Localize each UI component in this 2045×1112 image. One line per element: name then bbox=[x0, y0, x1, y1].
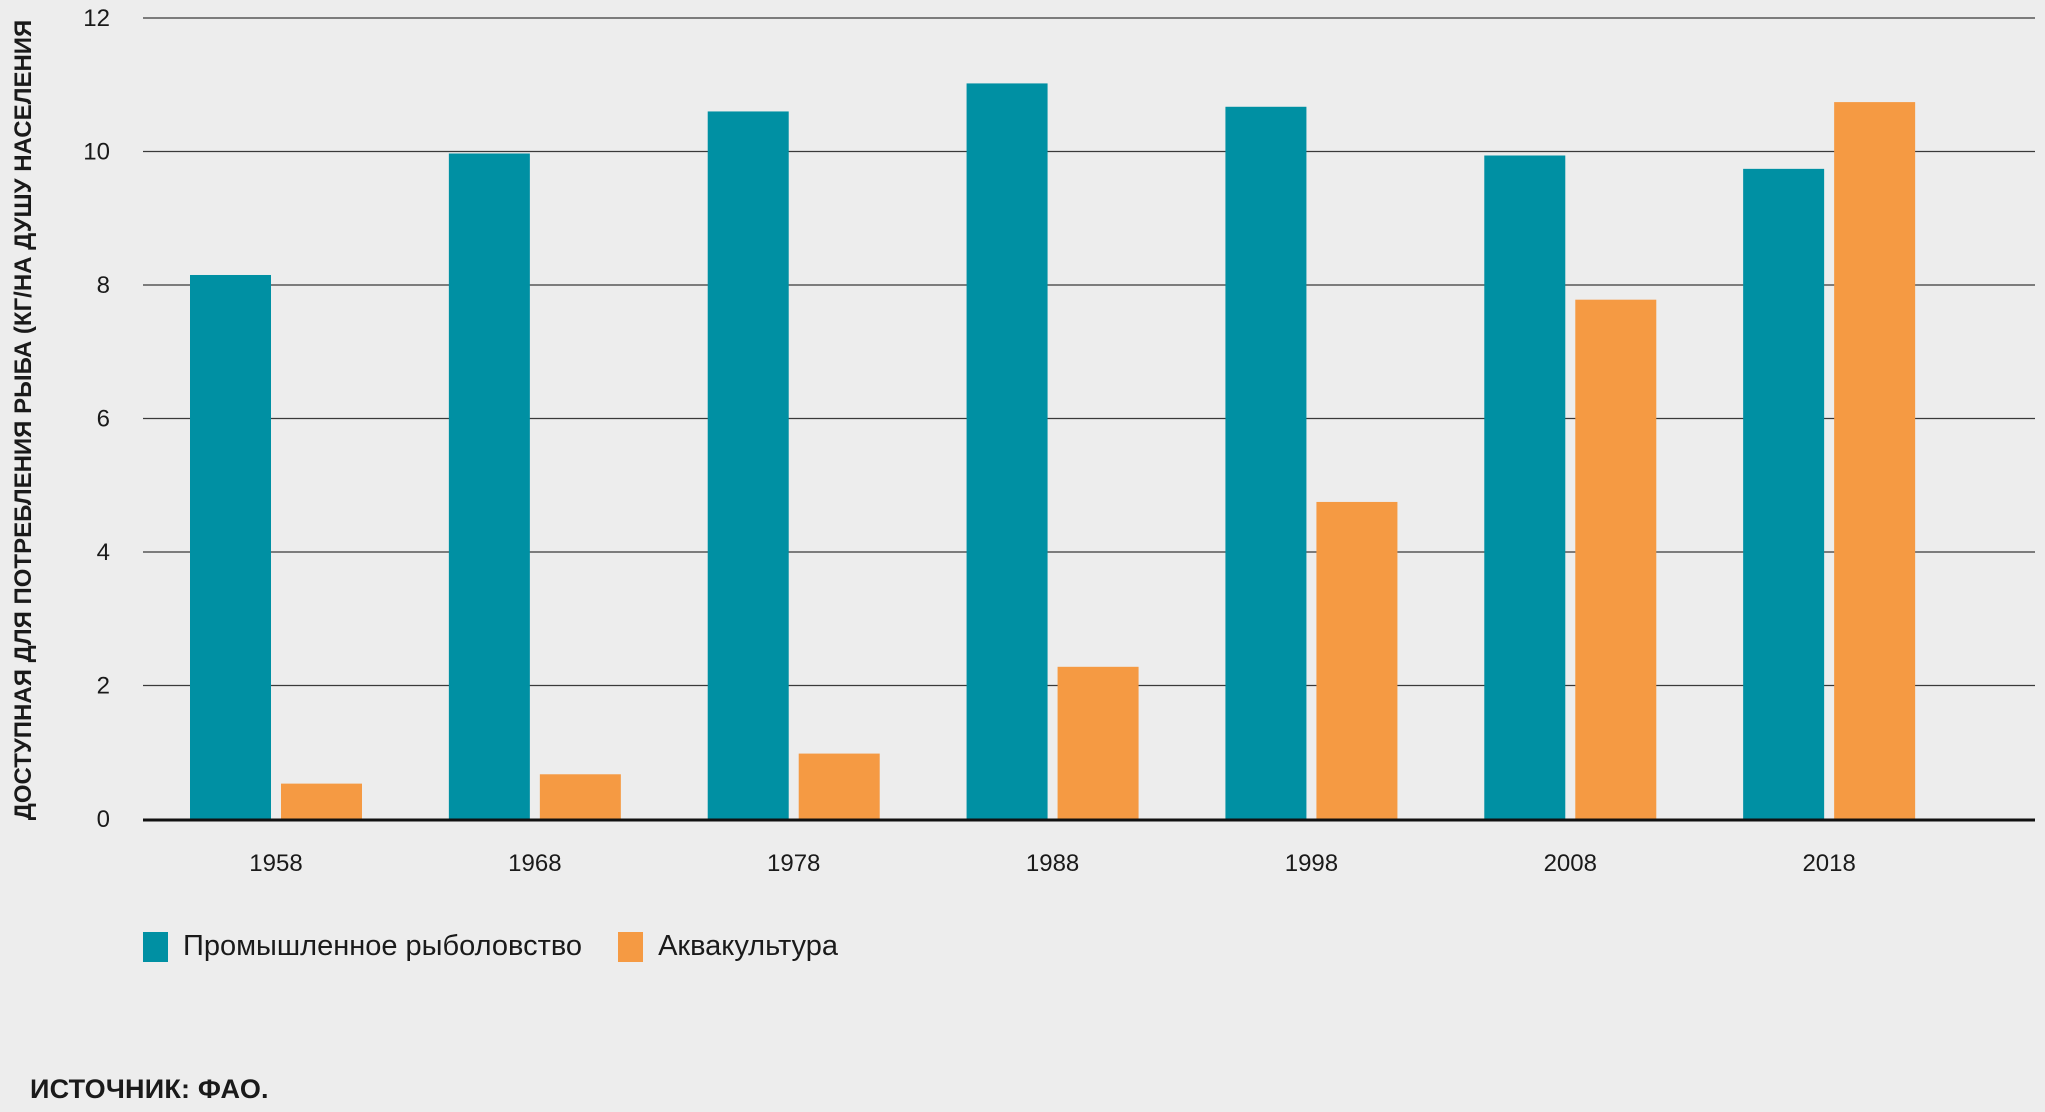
y-axis-label: ДОСТУПНАЯ ДЛЯ ПОТРЕБЛЕНИЯ РЫБА (КГ/НА ДУ… bbox=[10, 20, 37, 821]
x-tick-label-1968: 1968 bbox=[508, 850, 561, 877]
x-tick-label-1978: 1978 bbox=[767, 850, 820, 877]
bar-fishing-1998 bbox=[1225, 106, 1307, 820]
y-tick-label-2: 2 bbox=[97, 673, 110, 700]
legend-label-fishing: Промышленное рыболовство bbox=[183, 930, 583, 962]
bar-fishing-1988 bbox=[966, 83, 1048, 820]
y-tick-label-10: 10 bbox=[83, 139, 110, 166]
bar-fishing-2008 bbox=[1484, 155, 1566, 819]
y-tick-label-6: 6 bbox=[97, 406, 110, 433]
legend-swatch-aquaculture bbox=[618, 931, 644, 962]
bar-fishing-1978 bbox=[707, 111, 789, 819]
legend: Промышленное рыболовство Аквакультура bbox=[143, 930, 874, 963]
bar-fishing-2018 bbox=[1743, 168, 1825, 820]
bar-aquaculture-1998 bbox=[1316, 501, 1398, 819]
bar-fishing-1968 bbox=[448, 153, 530, 819]
y-tick-label-12: 12 bbox=[83, 5, 110, 32]
bar-aquaculture-1958 bbox=[281, 783, 362, 819]
bar-aquaculture-2018 bbox=[1834, 102, 1916, 820]
bars bbox=[190, 83, 1916, 820]
bar-aquaculture-1968 bbox=[539, 774, 621, 819]
x-tick-label-1988: 1988 bbox=[1026, 850, 1079, 877]
legend-item-fishing: Промышленное рыболовство bbox=[143, 930, 582, 963]
legend-label-aquaculture: Аквакультура bbox=[658, 930, 838, 962]
x-tick-label-2008: 2008 bbox=[1544, 850, 1597, 877]
legend-swatch-fishing bbox=[143, 931, 168, 962]
axes: 0 2 4 6 8 10 12 1958 1968 1978 1988 1998 2008 2018 bbox=[83, 5, 2035, 877]
y-tick-label-0: 0 bbox=[97, 806, 110, 833]
source-note: ИСТОЧНИК: ФАО. bbox=[30, 1074, 269, 1104]
x-tick-label-2018: 2018 bbox=[1802, 850, 1855, 877]
y-tick-label-8: 8 bbox=[97, 272, 110, 299]
legend-item-aquaculture: Аквакультура bbox=[618, 930, 838, 963]
bar-aquaculture-1988 bbox=[1057, 666, 1139, 819]
x-tick-label-1998: 1998 bbox=[1285, 850, 1338, 877]
bar-aquaculture-2008 bbox=[1575, 299, 1657, 819]
bar-aquaculture-1978 bbox=[798, 753, 880, 819]
y-tick-label-4: 4 bbox=[97, 539, 110, 566]
x-tick-label-1958: 1958 bbox=[249, 850, 302, 877]
bar-fishing-1958 bbox=[190, 274, 271, 819]
